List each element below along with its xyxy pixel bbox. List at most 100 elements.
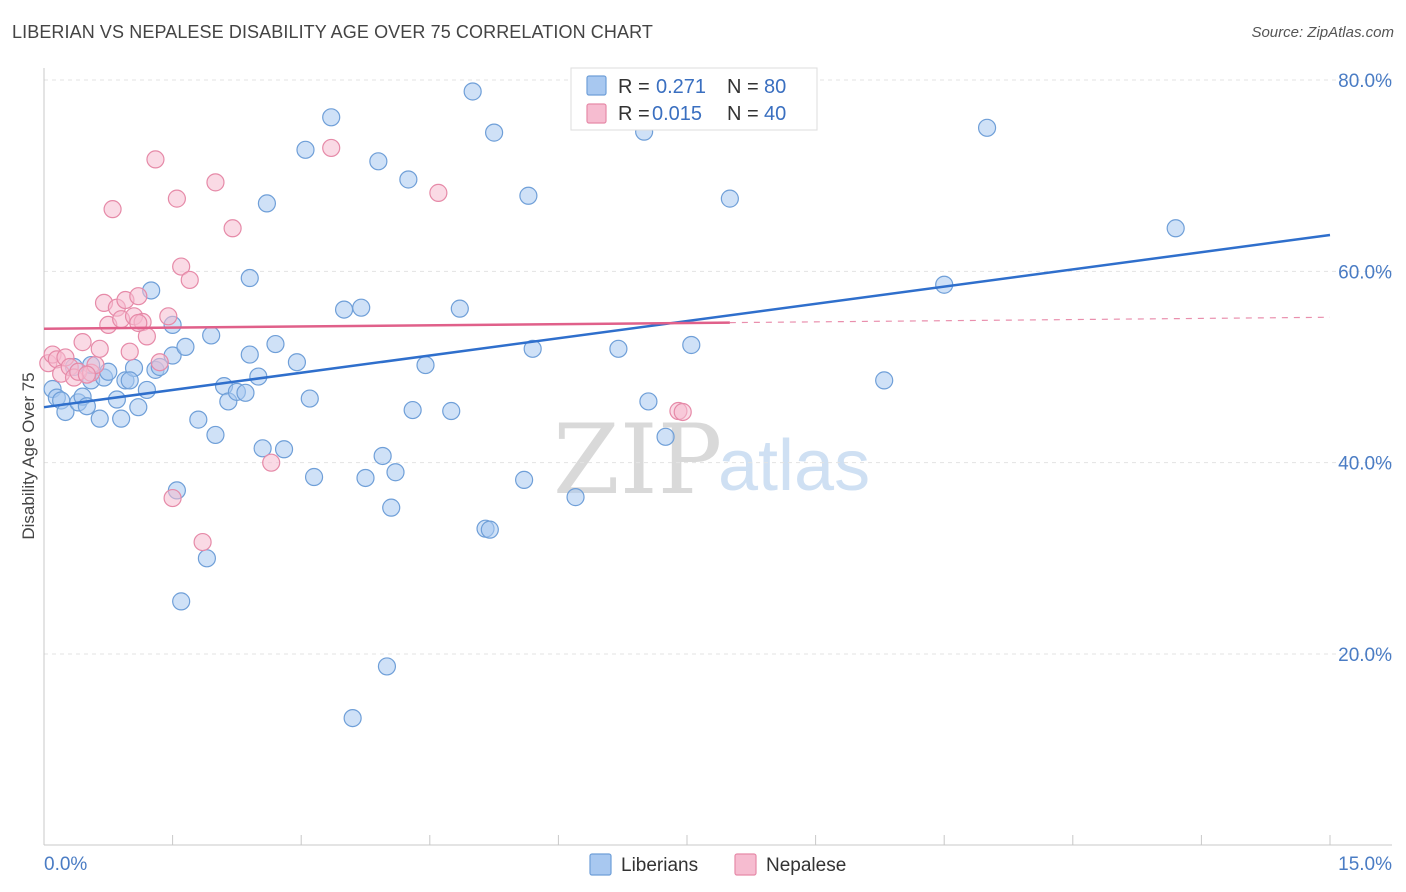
liberians-point-24 — [172, 592, 191, 611]
legend-swatch-nepalese — [586, 103, 607, 124]
liberians-point-51 — [377, 657, 397, 676]
liberians-point-29 — [206, 425, 225, 445]
nepalese-point-14 — [103, 200, 122, 219]
nepalese-point-26 — [163, 488, 182, 508]
nepalese-point-37 — [673, 402, 692, 422]
nepalese-point-28 — [172, 257, 191, 276]
nepalese-point-27 — [167, 189, 186, 208]
watermark: ZIP atlas — [553, 404, 870, 516]
liberians-point-49 — [369, 152, 388, 171]
liberians-point-54 — [399, 170, 418, 189]
liberians-point-53 — [386, 463, 405, 482]
grid — [44, 79, 1392, 655]
legend-swatch-liberians — [586, 75, 607, 96]
liberians-point-65 — [523, 339, 542, 358]
legend-n-value-2: 40 — [764, 103, 786, 125]
liberians-point-47 — [343, 708, 362, 728]
liberians-point-36 — [253, 439, 272, 458]
legend-n-value-1: 80 — [764, 76, 786, 98]
nepalese-trend-line-extension — [729, 316, 1331, 324]
liberians-point-78 — [236, 383, 255, 402]
liberians-point-55 — [403, 400, 422, 420]
y-tick-label-40: 40.0% — [1338, 454, 1392, 475]
liberians-point-43 — [304, 467, 324, 487]
legend-r-label-1: R = — [618, 76, 650, 98]
liberians-point-41 — [296, 140, 315, 159]
legend-box — [570, 67, 818, 131]
y-tick-label-60: 60.0% — [1338, 262, 1392, 283]
liberians-point-13 — [112, 409, 131, 428]
liberians-point-72 — [720, 189, 739, 208]
liberians-trend-line — [43, 233, 1331, 409]
liberians-point-58 — [450, 299, 469, 318]
liberians-point-12 — [107, 390, 126, 409]
liberians-point-52 — [382, 498, 401, 517]
liberians-point-70 — [656, 427, 675, 446]
trend-lines — [43, 233, 1331, 409]
y-tick-label-20: 20.0% — [1338, 645, 1392, 666]
bottom-legend-swatch-nepalese — [734, 853, 757, 876]
liberians-point-9 — [90, 409, 109, 428]
nepalese-point-38 — [77, 365, 96, 384]
liberians-point-26 — [189, 410, 208, 429]
x-tick-label-min: 0.0% — [44, 854, 87, 875]
nepalese-point-31 — [206, 173, 225, 192]
liberians-point-61 — [480, 520, 499, 539]
nepalese-point-20 — [129, 287, 148, 306]
liberians-point-45 — [334, 300, 354, 319]
x-axis-ticks — [43, 835, 1331, 845]
liberians-point-75 — [977, 118, 997, 137]
liberians-point-46 — [352, 298, 371, 317]
liberians-point-56 — [416, 355, 435, 375]
liberians-point-66 — [566, 488, 585, 507]
nepalese-point-18 — [120, 342, 139, 361]
watermark-atlas: atlas — [718, 426, 870, 506]
liberians-point-42 — [300, 389, 319, 408]
series-legend: Liberians Nepalese — [589, 853, 846, 876]
liberians-point-37 — [257, 194, 277, 213]
liberians-point-40 — [287, 353, 307, 372]
legend-r-value-2: 0.015 — [652, 103, 702, 125]
nepalese-point-29 — [180, 270, 199, 290]
liberians-point-62 — [485, 123, 504, 142]
liberians-point-67 — [609, 339, 628, 358]
liberians-point-44 — [322, 108, 341, 127]
correlation-legend: R = 0.271 N = 80 R = 0.015 N = 40 — [570, 67, 818, 131]
liberians-point-50 — [373, 446, 392, 466]
liberians-point-16 — [129, 398, 148, 417]
nepalese-point-24 — [150, 353, 169, 372]
liberians-point-69 — [639, 392, 658, 411]
nepalese-point-33 — [262, 453, 281, 472]
liberians-point-33 — [240, 268, 259, 288]
chart-title: LIBERIAN VS NEPALESE DISABILITY AGE OVER… — [12, 22, 653, 42]
liberians-point-25 — [176, 337, 195, 357]
liberians-point-34 — [240, 345, 259, 364]
liberians-point-76 — [1166, 219, 1185, 238]
nepalese-point-32 — [223, 219, 242, 238]
bottom-legend-liberians: Liberians — [621, 855, 698, 876]
nepalese-trend-line — [43, 321, 730, 330]
legend-n-label-2: N = — [727, 103, 759, 125]
liberians-point-79 — [120, 371, 139, 390]
liberians-point-38 — [266, 334, 285, 354]
bottom-legend-swatch-liberians — [589, 853, 612, 876]
x-tick-label-max: 15.0% — [1338, 854, 1392, 875]
source-label: Source: ZipAtlas.com — [1251, 24, 1394, 41]
legend-r-label-2: R = — [618, 103, 650, 125]
liberians-point-39 — [274, 440, 294, 459]
liberians-point-63 — [515, 470, 534, 489]
y-tick-label-80: 80.0% — [1338, 71, 1392, 92]
legend-r-value-1: 0.271 — [656, 76, 706, 98]
nepalese-point-34 — [322, 138, 341, 158]
nepalese-point-35 — [429, 183, 448, 202]
series-liberians-points — [43, 82, 1185, 728]
legend-n-label-1: N = — [727, 76, 759, 98]
nepalese-point-8 — [73, 333, 92, 352]
liberians-point-59 — [463, 82, 482, 101]
liberians-point-48 — [356, 468, 375, 488]
y-axis-label: Disability Age Over 75 — [19, 372, 38, 539]
liberians-point-71 — [682, 335, 701, 355]
nepalese-point-30 — [193, 532, 212, 552]
nepalese-point-23 — [146, 150, 165, 169]
